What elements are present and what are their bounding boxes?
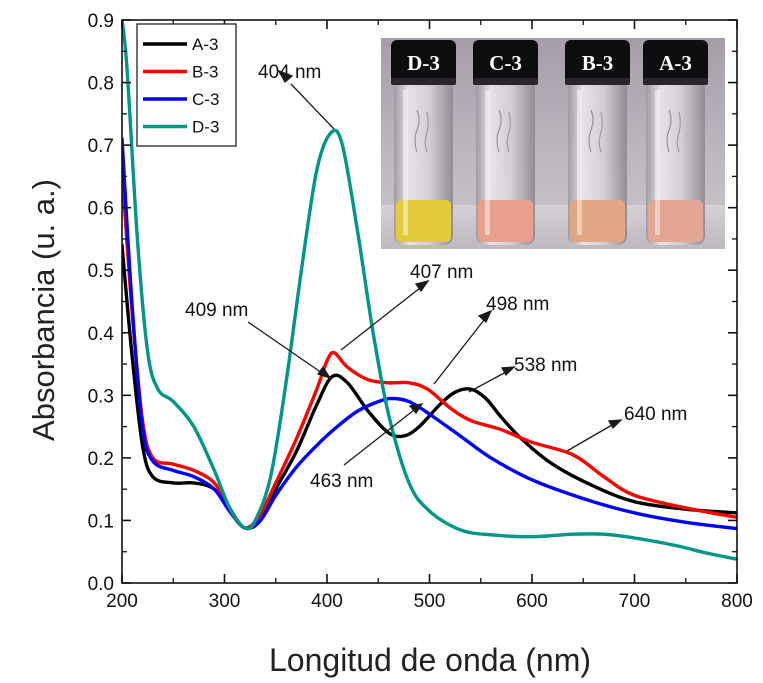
vial-cap-rim	[565, 78, 630, 85]
vial-cap-rim	[391, 78, 456, 85]
y-tick-label: 0.2	[88, 449, 114, 470]
vial-handwriting	[506, 111, 511, 153]
arrow-538nm	[468, 371, 507, 393]
legend-label-b-3: B-3	[192, 63, 218, 82]
axes: 200 300 400 500 600 700 800 0.0 0.1 0.2 0.3 0.4 0.5 0…	[88, 11, 753, 612]
vial-cap-rim	[643, 78, 708, 85]
vial-a-3: A-3	[643, 40, 708, 245]
y-tick-label: 0.5	[88, 261, 114, 282]
arrowhead-498nm	[477, 309, 493, 324]
vial-highlight	[655, 90, 660, 235]
vial-highlight	[577, 90, 582, 235]
y-tick-label: 0.8	[88, 74, 114, 95]
legend-label-c-3: C-3	[192, 90, 219, 109]
annotation-463nm: 463 nm	[310, 471, 373, 492]
legend-label-a-3: A-3	[192, 35, 218, 54]
x-tick-label: 400	[311, 591, 343, 612]
vial-liquid	[570, 200, 625, 242]
vial-cap	[565, 40, 630, 84]
arrowhead-407nm	[414, 279, 430, 293]
y-axis-label: Absorbancia (u. a.)	[26, 179, 61, 441]
series-line-d-3	[122, 20, 737, 561]
vial-label: D-3	[407, 51, 440, 75]
vials: D-3 C-3 B-3 A-3	[391, 40, 708, 245]
y-tick-label: 0.3	[88, 386, 114, 407]
vial-handwriting	[424, 111, 429, 153]
vial-label: C-3	[489, 51, 522, 75]
arrow-463nm	[343, 409, 415, 466]
arrowhead-409nm	[316, 365, 332, 380]
arrow-640nm	[566, 424, 613, 452]
vial-c-3: C-3	[473, 40, 538, 245]
annotation-407nm: 407 nm	[410, 262, 473, 283]
vial-handwriting	[414, 109, 420, 153]
x-axis-label: Longitud de onda (nm)	[269, 642, 591, 678]
vial-handwriting	[588, 109, 594, 153]
vial-highlight	[403, 90, 408, 235]
y-tick-label: 0.4	[88, 324, 115, 345]
x-tick-label: 700	[619, 591, 651, 612]
y-tick-label: 0.1	[88, 511, 114, 532]
arrowhead-463nm	[408, 403, 424, 415]
arrow-404nm	[290, 83, 335, 130]
arrowhead-538nm	[500, 366, 516, 377]
vial-cap	[643, 40, 708, 84]
series-line-a-3	[122, 243, 737, 531]
arrow-498nm	[433, 319, 485, 385]
annotation-498nm: 498 nm	[486, 294, 549, 315]
x-tick-label: 200	[106, 591, 138, 612]
vial-label: A-3	[659, 51, 692, 75]
arrowhead-640nm	[607, 419, 623, 430]
series-line-b-3	[122, 168, 737, 530]
annotation-538nm: 538 nm	[514, 355, 577, 376]
annotation-409nm: 409 nm	[185, 300, 248, 321]
y-tick-label: 0.0	[88, 574, 114, 595]
vial-handwriting	[496, 109, 502, 153]
y-tick-label: 0.6	[88, 199, 114, 220]
annotation-640nm: 640 nm	[624, 404, 687, 425]
vial-handwriting	[666, 109, 672, 153]
vial-highlight	[485, 90, 490, 235]
annotation-404nm: 404 nm	[258, 62, 321, 83]
y-tick-label: 0.9	[88, 11, 114, 32]
peak-annotations: 404 nm 407 nm 409 nm 498 nm 538 nm 463 n…	[185, 62, 687, 492]
x-tick-label: 300	[209, 591, 241, 612]
vial-handwriting	[598, 111, 603, 153]
arrow-409nm	[247, 321, 323, 374]
legend: A-3 B-3 C-3 D-3	[136, 23, 237, 147]
x-tick-label: 800	[721, 591, 753, 612]
vial-cap-rim	[473, 78, 538, 85]
vial-cap	[391, 40, 456, 84]
y-tick-label: 0.7	[88, 136, 114, 157]
y-axis-title: Absorbancia (u. a.)	[26, 179, 61, 441]
series-line-c-3	[122, 137, 737, 531]
x-tick-label: 500	[414, 591, 446, 612]
vial-liquid	[648, 200, 703, 242]
vial-label: B-3	[582, 51, 614, 75]
series-lines	[122, 20, 737, 561]
vial-liquid	[478, 200, 533, 242]
vial-photo-inset: D-3 C-3 B-3 A-3	[381, 38, 725, 249]
arrowhead-404nm	[277, 69, 294, 84]
legend-label-d-3: D-3	[192, 118, 219, 137]
vial-d-3: D-3	[391, 40, 456, 245]
x-tick-label: 600	[516, 591, 548, 612]
vial-liquid	[396, 200, 451, 242]
vial-handwriting	[676, 111, 681, 153]
vial-cap	[473, 40, 538, 84]
vial-b-3: B-3	[565, 40, 630, 245]
arrow-407nm	[340, 287, 421, 351]
